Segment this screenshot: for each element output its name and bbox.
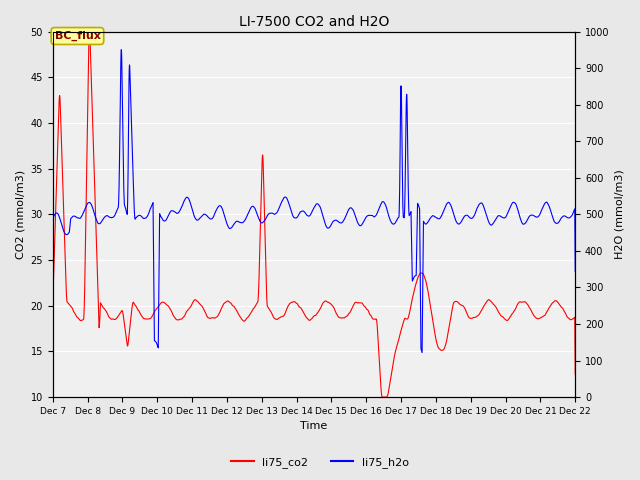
Title: LI-7500 CO2 and H2O: LI-7500 CO2 and H2O bbox=[239, 15, 389, 29]
Legend: li75_co2, li75_h2o: li75_co2, li75_h2o bbox=[227, 452, 413, 472]
Y-axis label: H2O (mmol/m3): H2O (mmol/m3) bbox=[615, 169, 625, 259]
Y-axis label: CO2 (mmol/m3): CO2 (mmol/m3) bbox=[15, 170, 25, 259]
X-axis label: Time: Time bbox=[300, 421, 328, 432]
Text: BC_flux: BC_flux bbox=[54, 31, 100, 41]
